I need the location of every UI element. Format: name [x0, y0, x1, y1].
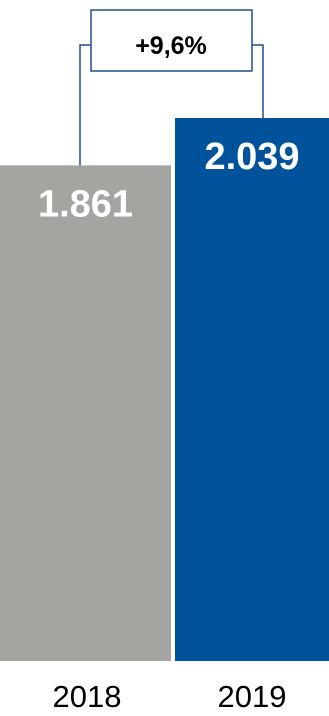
x-tick-2019: 2019	[218, 679, 287, 714]
value-labels-layer: 1.861 2.039	[38, 136, 300, 225]
growth-connector-line	[79, 44, 264, 166]
bars-layer	[0, 118, 329, 661]
x-tick-2018: 2018	[53, 679, 122, 714]
value-label-2018: 1.861	[38, 183, 133, 225]
bar-2018	[0, 165, 171, 661]
growth-label: +9,6%	[135, 32, 207, 60]
growth-connector	[79, 44, 264, 166]
growth-label-box	[90, 9, 253, 72]
x-tick-labels: 2018 2019	[53, 679, 287, 714]
bar-2019	[175, 118, 329, 661]
value-label-2019: 2.039	[204, 136, 299, 178]
